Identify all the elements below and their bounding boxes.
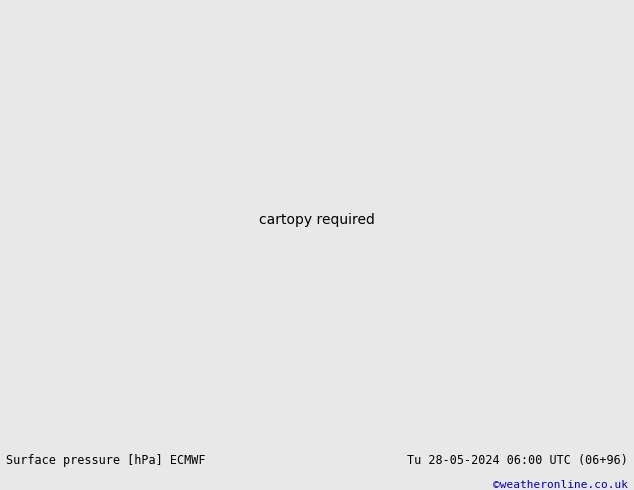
Text: cartopy required: cartopy required (259, 213, 375, 227)
Text: Tu 28-05-2024 06:00 UTC (06+96): Tu 28-05-2024 06:00 UTC (06+96) (407, 454, 628, 466)
Text: ©weatheronline.co.uk: ©weatheronline.co.uk (493, 480, 628, 490)
Text: Surface pressure [hPa] ECMWF: Surface pressure [hPa] ECMWF (6, 454, 206, 466)
